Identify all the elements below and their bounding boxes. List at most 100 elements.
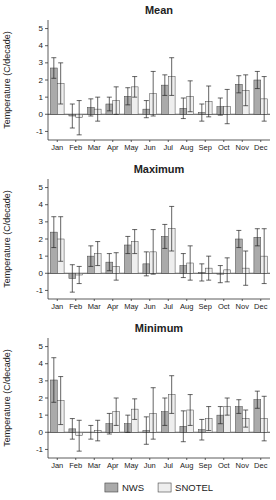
y-tick-label: 0 [39, 269, 44, 278]
error-bar-cap [181, 277, 186, 278]
error-bar-stem [183, 411, 184, 442]
error-bar-stem [171, 58, 172, 96]
error-bar-cap [243, 427, 248, 428]
error-bar [114, 398, 119, 425]
error-bar-stem [208, 407, 209, 431]
error-bar [188, 395, 193, 426]
error-bar-cap [88, 266, 93, 267]
error-bar-stem [146, 417, 147, 444]
error-bar-cap [188, 111, 193, 112]
error-bar-stem [127, 415, 128, 432]
error-bar [262, 396, 267, 441]
error-bar-cap [243, 410, 248, 411]
error-bar [114, 253, 119, 280]
error-bar-cap [125, 236, 130, 237]
x-tick-label: Feb [69, 461, 82, 470]
error-bar [144, 101, 149, 118]
x-tick-label: Feb [69, 143, 82, 152]
error-bar [77, 101, 82, 135]
x-tick-label: May [124, 143, 138, 152]
error-bar-cap [132, 229, 137, 230]
x-axis-line [48, 299, 270, 300]
error-bar-cap [114, 280, 119, 281]
error-bar-cap [58, 261, 63, 262]
error-bar [162, 75, 167, 96]
x-tick-label: Mar [88, 143, 101, 152]
error-bar-cap [243, 105, 248, 106]
error-bar-cap [114, 252, 119, 253]
error-bar-cap [151, 229, 156, 230]
legend-label: NWS [122, 482, 144, 493]
error-bar-cap [218, 406, 223, 407]
error-bar-stem [201, 264, 202, 281]
y-tick [45, 398, 48, 399]
y-axis-label: Temperature (C/decade) [2, 349, 12, 447]
error-bar-cap [188, 425, 193, 426]
error-bar-cap [181, 410, 186, 411]
error-bar [236, 400, 241, 414]
error-bar-cap [169, 413, 174, 414]
y-tick-label: 0 [39, 428, 44, 437]
error-bar-cap [188, 280, 193, 281]
error-bar [181, 254, 186, 278]
x-tick-label: Aug [180, 143, 193, 152]
error-bar [262, 77, 267, 122]
error-bar-stem [53, 217, 54, 248]
error-bar-cap [51, 357, 56, 358]
error-bar-cap [255, 71, 260, 72]
y-tick-label: 1 [39, 252, 44, 261]
error-bar [88, 99, 93, 116]
x-tick-label: Dec [254, 143, 268, 152]
error-bar-cap [243, 74, 248, 75]
error-bar-cap [199, 419, 204, 420]
x-tick [242, 458, 243, 460]
error-bar [162, 398, 167, 425]
error-bar [95, 420, 100, 441]
y-tick-label: 2 [39, 394, 44, 403]
x-tick [94, 299, 95, 301]
error-bar-cap [218, 423, 223, 424]
error-bar [243, 251, 248, 285]
error-bar-stem [227, 398, 228, 415]
chart-title: Maximum [134, 163, 185, 175]
error-bar-cap [236, 230, 241, 231]
error-bar-cap [70, 128, 75, 129]
error-bar-cap [88, 439, 93, 440]
error-bar-cap [151, 439, 156, 440]
error-bar-stem [164, 398, 165, 425]
x-tick [205, 299, 206, 301]
y-tick [45, 62, 48, 63]
y-tick [45, 273, 48, 274]
error-bar-stem [146, 101, 147, 118]
error-bar-stem [227, 89, 228, 123]
x-tick-label: Jul [163, 461, 173, 470]
y-tick [45, 432, 48, 433]
error-bar-cap [225, 257, 230, 258]
error-bar-cap [77, 266, 82, 267]
error-bar-stem [201, 419, 202, 440]
error-bar-stem [208, 86, 209, 117]
error-bar-cap [51, 78, 56, 79]
y-tick [45, 290, 48, 291]
x-tick [94, 458, 95, 460]
panel: MinimumTemperature (C/decade)-1012345Jan… [2, 322, 270, 470]
y-tick-label: 5 [39, 24, 44, 33]
legend-swatch [105, 483, 118, 492]
error-bar-cap [255, 408, 260, 409]
x-tick-label: Oct [218, 143, 231, 152]
error-bar-cap [206, 406, 211, 407]
error-bar-cap [218, 282, 223, 283]
error-bar-cap [181, 98, 186, 99]
error-bar-cap [262, 76, 267, 77]
error-bar-stem [201, 104, 202, 121]
x-tick-label: Aug [180, 461, 193, 470]
error-bar-cap [77, 134, 82, 135]
error-bar-cap [262, 283, 267, 284]
y-tick [45, 28, 48, 29]
y-axis-line [48, 179, 49, 299]
error-bar-cap [218, 115, 223, 116]
error-bar [188, 246, 193, 280]
y-tick-label: 1 [39, 93, 44, 102]
error-bar [181, 411, 186, 442]
error-bar-cap [255, 245, 260, 246]
